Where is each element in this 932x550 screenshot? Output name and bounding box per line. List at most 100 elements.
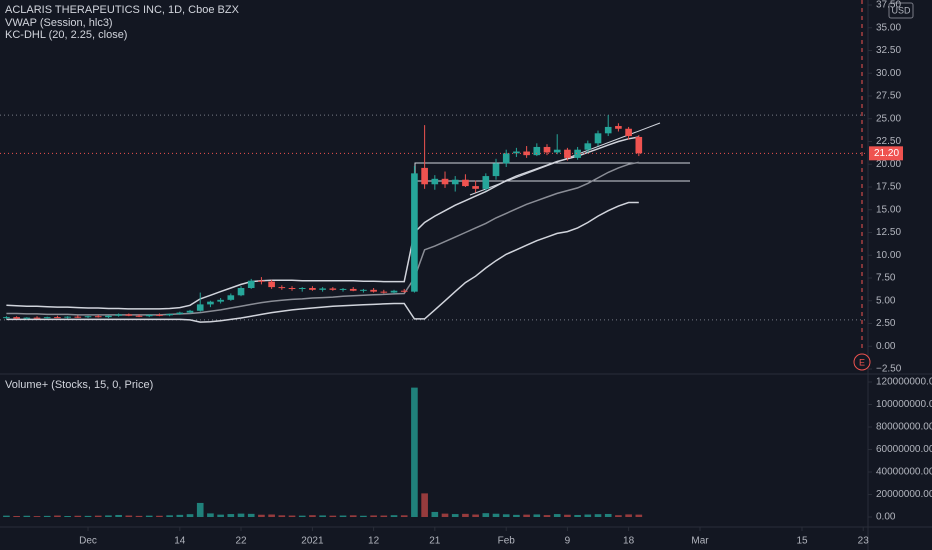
candle-body <box>329 288 337 290</box>
volume-bar <box>23 515 31 517</box>
volume-bar <box>13 515 20 517</box>
candle-body <box>482 176 490 189</box>
candle-body <box>533 146 541 156</box>
candle-body <box>574 149 581 158</box>
candle-body <box>258 280 265 282</box>
volume-bar <box>166 515 173 517</box>
candle-body <box>74 316 82 318</box>
volume-bar <box>349 515 357 517</box>
volume-bar <box>441 513 449 517</box>
candle-body <box>64 316 71 318</box>
candle-body <box>288 288 296 290</box>
candle-body <box>227 295 235 300</box>
volume-bar <box>513 514 520 517</box>
volume-bar <box>543 515 551 517</box>
y-tick-label: 35.00 <box>876 22 901 33</box>
volume-bar <box>451 514 459 517</box>
volume-bar <box>574 514 581 517</box>
volume-bar <box>421 493 428 517</box>
y-tick-label: 25.00 <box>876 113 901 124</box>
candle-body <box>451 179 459 185</box>
candle-body <box>217 299 224 302</box>
candle-body <box>43 317 51 319</box>
candle-body <box>145 314 153 317</box>
volume-bar <box>135 515 143 517</box>
candle-body <box>54 317 61 319</box>
chart-title: ACLARIS THERAPEUTICS INC, 1D, Cboe BZX <box>5 4 240 16</box>
indicator-line <box>6 136 639 310</box>
candle-body <box>176 312 184 314</box>
plot-area <box>0 114 868 517</box>
currency: USD <box>891 5 911 15</box>
volume-bar <box>309 515 316 517</box>
y2-tick-label: 120000000.00 <box>876 377 932 388</box>
volume-bar <box>564 514 571 517</box>
candle-body <box>553 149 561 153</box>
volume-bar <box>390 515 398 517</box>
candle-body <box>33 317 41 319</box>
volume-bar <box>492 513 500 517</box>
x-tick-label: 12 <box>368 536 380 547</box>
candle-body <box>380 291 388 293</box>
candle-body <box>604 126 612 134</box>
candle-body <box>23 317 31 319</box>
volume-bar <box>380 515 388 517</box>
volume-bar <box>64 515 71 517</box>
volume-bar <box>615 515 622 517</box>
earnings-icon[interactable] <box>853 353 871 371</box>
y-tick-label: 2.50 <box>876 318 896 329</box>
volume-bar <box>247 513 255 517</box>
x-tick-label: 22 <box>235 536 247 547</box>
volume-bar <box>502 514 510 517</box>
volume-bar <box>156 515 163 517</box>
volume-bar <box>625 514 632 517</box>
y-tick-label: 7.50 <box>876 273 896 284</box>
volume-bar <box>227 514 235 517</box>
candle-body <box>472 186 479 189</box>
earnings-marker[interactable]: E <box>859 357 865 367</box>
candle-body <box>625 128 632 137</box>
candle-body <box>411 173 418 292</box>
candle-body <box>462 179 469 187</box>
candle-body <box>135 315 143 317</box>
y-tick-label: 12.50 <box>876 227 901 238</box>
volume-bar <box>482 513 490 517</box>
volume-bar <box>84 515 92 517</box>
candle-body <box>564 149 571 158</box>
volume-bar <box>125 515 133 517</box>
volume-bar <box>411 387 418 517</box>
volume-bar <box>288 515 296 517</box>
candle-body <box>543 146 551 153</box>
candle-body <box>339 288 347 290</box>
y-tick-label: 15.00 <box>876 204 901 215</box>
x-tick-label: Mar <box>691 536 709 547</box>
candle-body <box>298 288 306 290</box>
x-tick-label: 23 <box>858 536 870 547</box>
candle-body <box>84 316 92 318</box>
indicator-line <box>6 161 639 316</box>
volume-bar <box>145 515 153 517</box>
volume-bar <box>370 515 377 517</box>
x-tick-label: 21 <box>429 536 441 547</box>
candle-body <box>115 314 122 316</box>
volume-bar <box>462 513 469 517</box>
volume-bar <box>74 515 82 517</box>
volume-bar <box>33 516 41 517</box>
candle-body <box>635 136 643 154</box>
indicator-label: KC-DHL (20, 2.25, close) <box>5 29 127 41</box>
volume-bar <box>54 515 61 517</box>
candle-body <box>370 289 377 292</box>
candle-body <box>421 167 428 185</box>
candle-body <box>247 280 255 289</box>
candle-body <box>615 126 622 129</box>
x-tick-label: 14 <box>174 536 186 547</box>
candle-body <box>390 290 398 293</box>
candle-body <box>156 314 163 316</box>
y2-tick-label: 60000000.00 <box>876 444 932 455</box>
volume-bar <box>43 515 51 517</box>
candle-body <box>196 304 204 311</box>
volume-bar <box>196 502 204 517</box>
volume-bar <box>115 514 122 517</box>
